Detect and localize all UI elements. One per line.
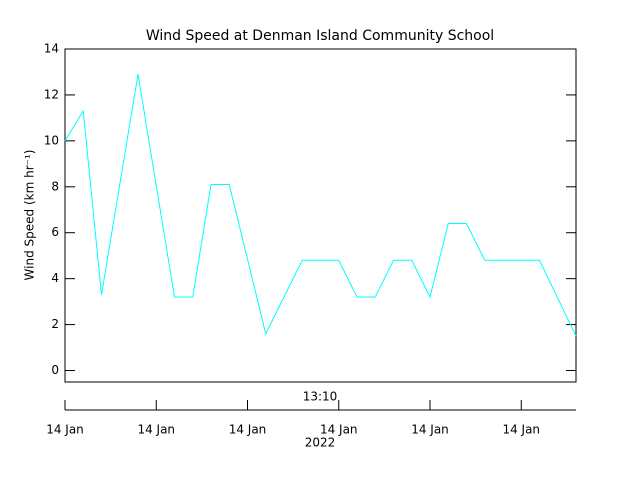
- y-tick-label: 6: [51, 225, 59, 239]
- time-label: 13:10: [303, 390, 338, 404]
- y-tick-label: 4: [51, 271, 59, 285]
- y-tick-label: 10: [44, 133, 59, 147]
- y-tick-label: 12: [44, 87, 59, 101]
- y-tick-label: 0: [51, 363, 59, 377]
- y-tick-label: 14: [44, 42, 59, 56]
- x-tick-label: 14 Jan: [229, 423, 267, 437]
- x-tick-label: 14 Jan: [502, 423, 540, 437]
- plot-frame: [64, 48, 577, 383]
- y-axis-label: Wind Speed (km hr⁻¹): [23, 150, 37, 281]
- x-tick-label: 14 Jan: [137, 423, 175, 437]
- chart-title: Wind Speed at Denman Island Community Sc…: [146, 28, 494, 44]
- x-tick-label: 14 Jan: [320, 423, 358, 437]
- x-tick-label: 14 Jan: [46, 423, 84, 437]
- y-tick-label: 2: [51, 317, 59, 331]
- y-tick-label: 8: [51, 179, 59, 193]
- year-label: 2022: [305, 436, 336, 450]
- x-tick-label: 14 Jan: [411, 423, 449, 437]
- data-line: [64, 74, 577, 337]
